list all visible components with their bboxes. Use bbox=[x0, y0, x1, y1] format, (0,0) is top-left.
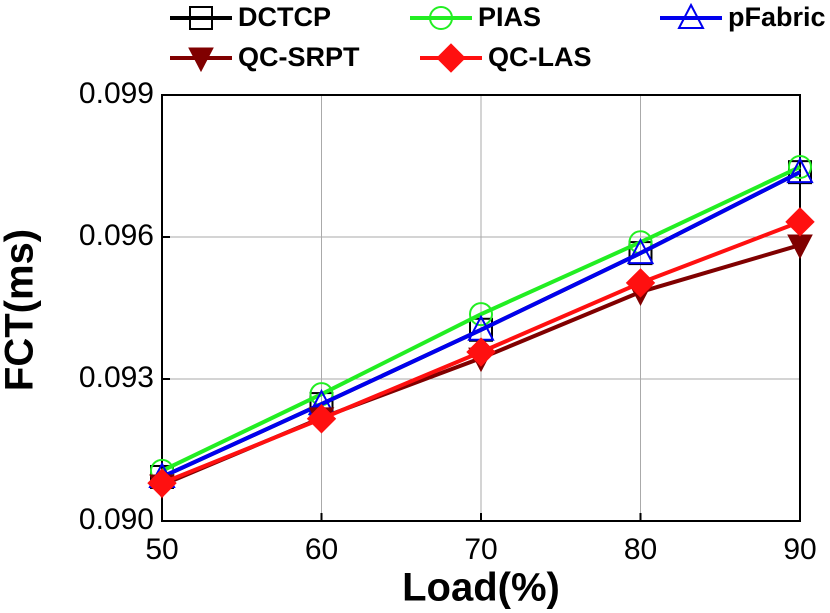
data-point bbox=[625, 268, 656, 298]
data-point bbox=[788, 154, 812, 179]
plot-frame bbox=[161, 94, 801, 522]
series-line bbox=[161, 170, 801, 479]
legend-label: PIAS bbox=[478, 2, 541, 32]
data-point bbox=[469, 302, 493, 327]
data-point bbox=[785, 207, 815, 237]
data-point bbox=[306, 404, 337, 434]
legend-label: QC-SRPT bbox=[238, 42, 360, 72]
y-tick-label: 0.096 bbox=[79, 219, 154, 252]
legend-marker bbox=[677, 2, 705, 29]
data-point bbox=[147, 468, 177, 498]
series-line bbox=[161, 165, 801, 473]
y-tick-label: 0.090 bbox=[79, 503, 154, 536]
y-tick-label: 0.099 bbox=[79, 77, 154, 110]
legend-marker bbox=[436, 43, 466, 73]
legend-marker bbox=[429, 6, 453, 30]
y-tick-label: 0.093 bbox=[79, 361, 154, 394]
x-tick-label: 80 bbox=[624, 533, 657, 566]
x-tick-label: 90 bbox=[783, 533, 816, 566]
x-tick-label: 70 bbox=[464, 533, 497, 566]
legend-label: pFabric bbox=[728, 2, 826, 32]
data-point bbox=[466, 337, 496, 367]
x-axis-title: Load(%) bbox=[402, 566, 560, 610]
x-tick-label: 60 bbox=[305, 533, 338, 566]
legend-label: DCTCP bbox=[238, 2, 331, 32]
legend-marker bbox=[188, 47, 214, 73]
legend-marker bbox=[189, 6, 213, 30]
y-axis-title: FCT(ms) bbox=[0, 229, 42, 391]
legend-label: QC-LAS bbox=[488, 42, 592, 72]
data-point bbox=[786, 156, 814, 184]
data-point bbox=[626, 237, 655, 265]
x-tick-label: 50 bbox=[145, 533, 178, 566]
